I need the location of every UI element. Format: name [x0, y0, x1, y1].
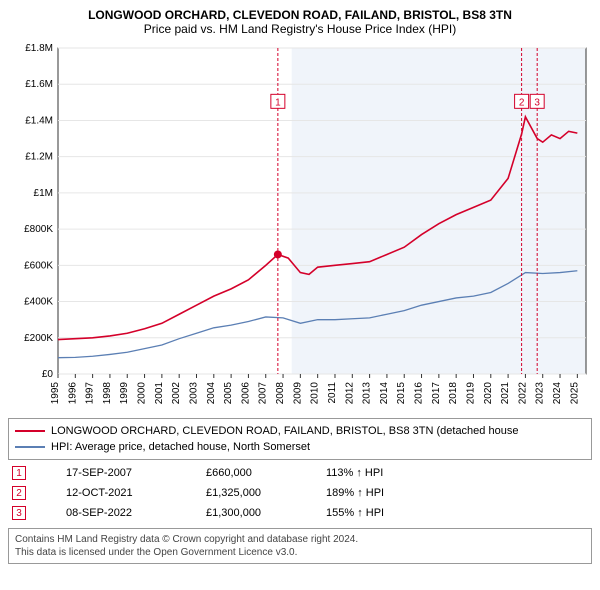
svg-text:2008: 2008	[275, 382, 286, 405]
svg-text:2014: 2014	[379, 382, 390, 405]
svg-text:£1.6M: £1.6M	[25, 79, 53, 90]
sale-marker-3: 3	[12, 506, 26, 520]
sale-price: £1,300,000	[206, 507, 286, 519]
svg-text:1996: 1996	[67, 382, 78, 405]
svg-text:1: 1	[275, 97, 281, 108]
svg-text:2001: 2001	[154, 382, 165, 405]
legend-line-property	[15, 430, 45, 432]
svg-text:2012: 2012	[344, 382, 355, 405]
svg-text:3: 3	[534, 97, 540, 108]
sale-marker-2: 2	[12, 486, 26, 500]
sale-hpi: 155% ↑ HPI	[326, 507, 384, 519]
chart-title: LONGWOOD ORCHARD, CLEVEDON ROAD, FAILAND…	[8, 8, 592, 22]
svg-text:2016: 2016	[414, 382, 425, 405]
sale-row: 2 12-OCT-2021 £1,325,000 189% ↑ HPI	[8, 486, 592, 500]
svg-text:£400K: £400K	[24, 297, 53, 308]
price-chart: £0 £200K £400K £600K £800K £1M £1.2M £1.4M £1.6M…	[8, 42, 592, 412]
svg-text:2004: 2004	[206, 382, 217, 405]
sale-price: £660,000	[206, 467, 286, 479]
svg-text:2: 2	[519, 97, 525, 108]
svg-text:2006: 2006	[240, 382, 251, 405]
svg-text:2000: 2000	[137, 382, 148, 405]
sale-row: 3 08-SEP-2022 £1,300,000 155% ↑ HPI	[8, 506, 592, 520]
svg-text:£200K: £200K	[24, 333, 53, 344]
svg-text:2015: 2015	[396, 382, 407, 405]
svg-text:£800K: £800K	[24, 224, 53, 235]
svg-text:2003: 2003	[188, 382, 199, 405]
svg-text:2007: 2007	[258, 382, 269, 405]
svg-text:£1.8M: £1.8M	[25, 43, 53, 54]
chart-subtitle: Price paid vs. HM Land Registry's House …	[8, 22, 592, 36]
sale-date: 12-OCT-2021	[66, 487, 166, 499]
svg-text:£1M: £1M	[34, 188, 53, 199]
svg-text:2010: 2010	[310, 382, 321, 405]
sale-marker-1: 1	[12, 466, 26, 480]
sale-hpi: 189% ↑ HPI	[326, 487, 384, 499]
svg-text:2018: 2018	[448, 382, 459, 405]
svg-text:2011: 2011	[327, 382, 338, 404]
legend-line-hpi	[15, 446, 45, 448]
svg-text:2013: 2013	[362, 382, 373, 405]
svg-text:£1.2M: £1.2M	[25, 152, 53, 163]
svg-text:£1.4M: £1.4M	[25, 115, 53, 126]
legend: LONGWOOD ORCHARD, CLEVEDON ROAD, FAILAND…	[8, 418, 592, 460]
svg-text:2019: 2019	[465, 382, 476, 405]
svg-text:2025: 2025	[569, 382, 580, 405]
svg-text:2023: 2023	[535, 382, 546, 405]
sale-date: 17-SEP-2007	[66, 467, 166, 479]
sale-date: 08-SEP-2022	[66, 507, 166, 519]
svg-text:2021: 2021	[500, 382, 511, 405]
sale-row: 1 17-SEP-2007 £660,000 113% ↑ HPI	[8, 466, 592, 480]
svg-text:2024: 2024	[552, 382, 563, 405]
svg-text:2002: 2002	[171, 382, 182, 405]
legend-label-hpi: HPI: Average price, detached house, Nort…	[51, 441, 310, 453]
sale-hpi: 113% ↑ HPI	[326, 467, 383, 479]
svg-text:2005: 2005	[223, 382, 234, 405]
footer-attribution: Contains HM Land Registry data © Crown c…	[8, 528, 592, 564]
svg-text:1995: 1995	[50, 382, 61, 405]
svg-text:2022: 2022	[517, 382, 528, 405]
sale-price: £1,325,000	[206, 487, 286, 499]
svg-text:2017: 2017	[431, 382, 442, 405]
legend-label-property: LONGWOOD ORCHARD, CLEVEDON ROAD, FAILAND…	[51, 425, 518, 437]
svg-text:1999: 1999	[119, 382, 130, 405]
svg-text:£600K: £600K	[24, 260, 53, 271]
svg-text:£0: £0	[42, 369, 54, 380]
svg-text:1997: 1997	[85, 382, 96, 405]
svg-text:2009: 2009	[292, 382, 303, 405]
svg-text:1998: 1998	[102, 382, 113, 405]
svg-text:2020: 2020	[483, 382, 494, 405]
